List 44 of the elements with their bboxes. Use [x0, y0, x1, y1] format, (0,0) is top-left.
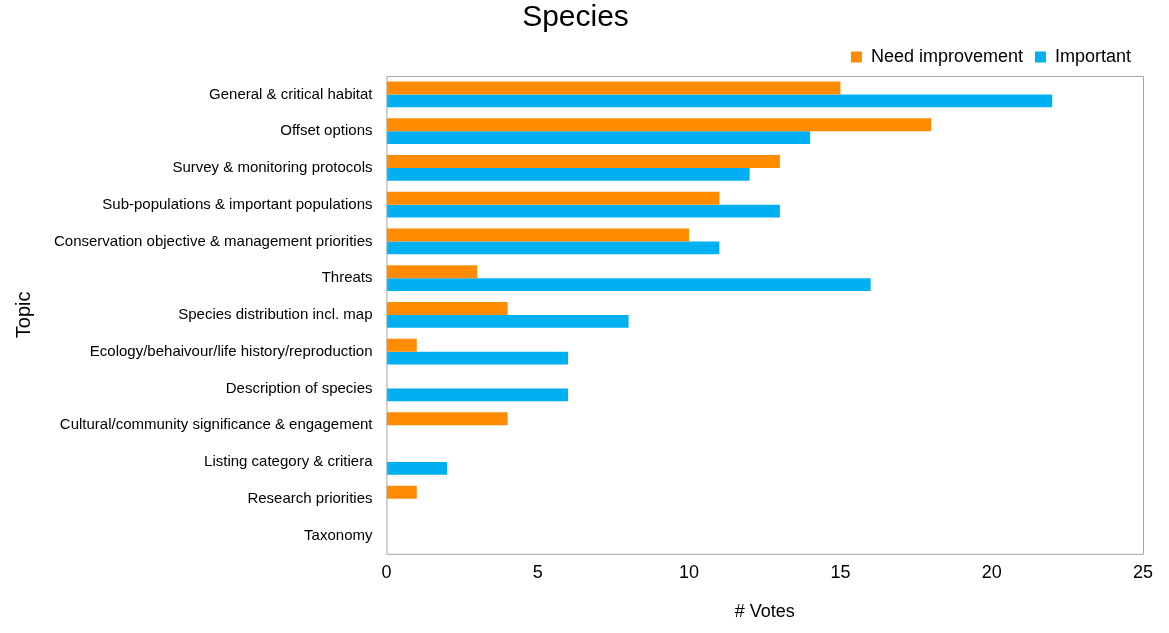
- bar: [386, 94, 1053, 108]
- y-tick-label: Taxonomy: [304, 525, 373, 543]
- y-tick-label: Description of species: [225, 378, 373, 396]
- bar: [386, 412, 508, 426]
- y-tick-label: General & critical habitat: [209, 84, 374, 102]
- y-tick-label: Cultural/community significance & engagement: [59, 415, 374, 433]
- bar: [386, 314, 629, 328]
- legend-label: Need improvement: [870, 45, 1023, 66]
- y-tick-label: Ecology/behaivour/life history/reproduction: [89, 341, 373, 359]
- bar: [386, 155, 780, 168]
- chart-title: Species: [522, 0, 629, 33]
- bar: [386, 204, 780, 218]
- y-tick-label: Conservation objective & management priorities: [53, 231, 373, 249]
- x-axis-title: # Votes: [734, 601, 795, 622]
- bar: [386, 241, 720, 255]
- y-tick-label: Research priorities: [247, 488, 373, 506]
- bar: [386, 191, 720, 205]
- bar: [386, 81, 841, 95]
- y-tick-label: Sub-populations & important populations: [102, 194, 373, 212]
- bar: [386, 338, 417, 352]
- legend-label: Important: [1054, 45, 1132, 66]
- y-tick-label: Listing category & critiera: [204, 452, 374, 470]
- bar: [386, 131, 811, 144]
- y-tick-label: Offset options: [280, 121, 373, 139]
- bar: [386, 351, 569, 365]
- bar: [386, 265, 478, 279]
- y-tick-label: Threats: [321, 268, 373, 286]
- x-tick-label: 5: [532, 561, 543, 582]
- x-tick-label: 10: [679, 561, 700, 582]
- bar: [386, 228, 690, 242]
- x-tick-label: 20: [981, 561, 1002, 582]
- bar: [386, 461, 448, 475]
- x-tick-label: 0: [381, 561, 392, 582]
- bar: [386, 167, 750, 181]
- y-axis-title: Topic: [11, 291, 34, 339]
- x-tick-label: 15: [830, 561, 851, 582]
- bar: [386, 278, 871, 292]
- y-tick-label: Species distribution incl. map: [178, 305, 373, 323]
- bar: [386, 388, 569, 402]
- bar: [386, 485, 417, 499]
- bar: [386, 118, 932, 132]
- bar: [386, 302, 508, 315]
- y-tick-label: Survey & monitoring protocols: [172, 158, 373, 176]
- x-tick-label: 25: [1132, 561, 1154, 582]
